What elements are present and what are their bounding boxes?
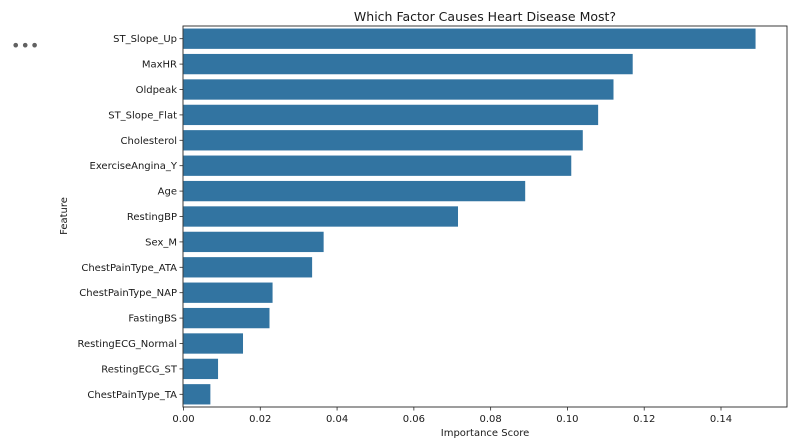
x-tick-label: 0.04 [326, 414, 348, 425]
bar-chestpaintype-ta [183, 384, 211, 405]
y-tick-label: MaxHR [142, 60, 177, 71]
plot-frame [182, 25, 788, 408]
x-tick-label: 0.06 [403, 414, 425, 425]
bar-age [183, 180, 526, 202]
y-tick-label: Sex_M [145, 237, 177, 248]
bar-cholesterol [183, 130, 583, 151]
chart-title: Which Factor Causes Heart Disease Most? [354, 9, 616, 24]
y-tick-labels: ST_Slope_Up MaxHR Oldpeak ST_Slope_Flat Chol… [78, 34, 183, 401]
x-tick-label: 0.08 [480, 414, 502, 425]
x-tick-label: 0.10 [556, 414, 578, 425]
y-tick-label: ExerciseAngina_Y [90, 161, 178, 172]
bar-chestpaintype-ata [183, 257, 313, 278]
bar-exerciseangina-y [183, 155, 572, 176]
y-tick-label: RestingECG_Normal [78, 339, 177, 350]
bar-oldpeak [183, 79, 614, 100]
y-tick-label: Cholesterol [121, 136, 177, 147]
bar-chestpaintype-nap [183, 282, 273, 303]
x-axis-label: Importance Score [441, 428, 530, 439]
x-tick-label: 0.02 [249, 414, 271, 425]
bars-group [183, 28, 756, 405]
y-axis-label: Feature [59, 197, 70, 235]
bar-st-slope-flat [183, 104, 599, 126]
y-tick-label: RestingBP [127, 212, 177, 223]
y-tick-label: ChestPainType_ATA [81, 263, 177, 274]
bar-sex-m [183, 231, 324, 253]
y-tick-label: ST_Slope_Up [113, 34, 177, 45]
bar-fastingbs [183, 307, 270, 329]
y-tick-label: ST_Slope_Flat [108, 110, 177, 121]
bar-st-slope-up [183, 28, 756, 49]
y-tick-label: Age [158, 187, 177, 198]
x-tick-label: 0.12 [633, 414, 655, 425]
y-tick-label: ChestPainType_NAP [79, 288, 177, 299]
y-tick-label: RestingECG_ST [101, 364, 178, 375]
x-ticks: 0.00 0.02 0.04 0.06 0.08 0.10 0.12 0.14 [172, 407, 732, 425]
bar-restingbp [183, 206, 459, 227]
bar-maxhr [183, 53, 633, 75]
y-tick-label: ChestPainType_TA [87, 390, 177, 401]
x-tick-label: 0.00 [172, 414, 194, 425]
x-tick-label: 0.14 [710, 414, 732, 425]
more-options-icon[interactable]: ••• [11, 36, 40, 55]
bar-restingecg-normal [183, 333, 244, 354]
y-tick-label: FastingBS [128, 314, 177, 325]
y-tick-label: Oldpeak [136, 85, 178, 96]
bar-restingecg-st [183, 358, 219, 380]
